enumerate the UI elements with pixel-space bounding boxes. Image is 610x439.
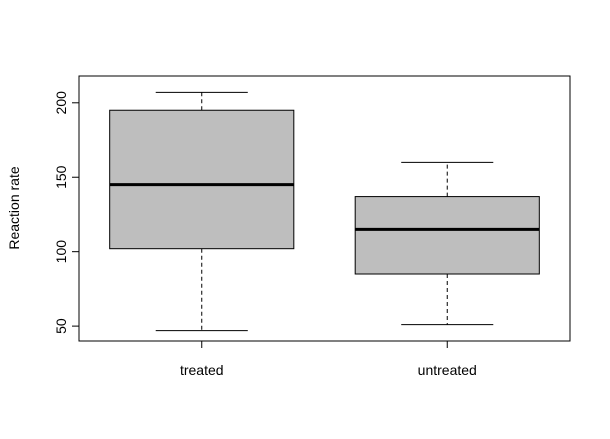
- y-tick-label-200: 200: [53, 91, 69, 115]
- y-axis-label: Reaction rate: [6, 166, 22, 249]
- y-tick-label-150: 150: [53, 165, 69, 189]
- treated-box: [109, 109, 295, 250]
- y-tick-label-100: 100: [53, 240, 69, 264]
- boxes-layer: [109, 91, 540, 332]
- y-tick-label-50: 50: [53, 318, 69, 334]
- x-tick-label-treated: treated: [180, 362, 224, 378]
- x-axis: treated untreated: [180, 340, 477, 378]
- y-axis: 50 100 150 200: [53, 91, 80, 334]
- untreated-box: [354, 196, 540, 275]
- x-tick-label-untreated: untreated: [418, 362, 477, 378]
